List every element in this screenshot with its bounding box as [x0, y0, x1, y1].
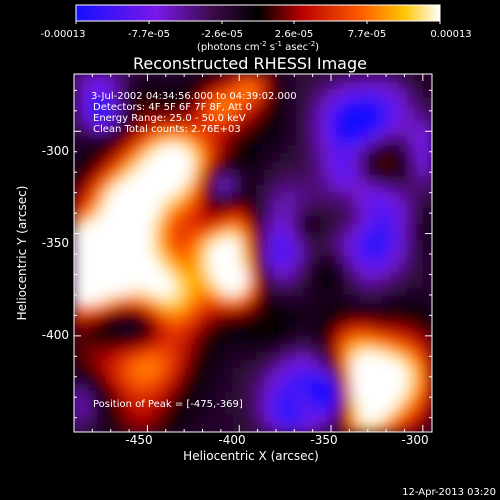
- x-axis-label: Heliocentric X (arcsec): [183, 449, 319, 463]
- x-tick-label: -400: [218, 433, 245, 447]
- annotation-counts: Clean Total counts: 2.76E+03: [93, 124, 241, 135]
- annotation-detectors: Detectors: 4F 5F 6F 7F 8F, Att 0: [93, 102, 252, 113]
- peak-position-label: Position of Peak = [-475,-369]: [93, 399, 243, 410]
- x-tick-label: -450: [125, 433, 152, 447]
- colorbar: [75, 4, 441, 22]
- colorbar-tick-label: 2.6e-05: [275, 29, 313, 40]
- annotation-energy: Energy Range: 25.0 - 50.0 keV: [93, 113, 246, 124]
- annotation-time-range: 3-Jul-2002 04:34:56.000 to 04:39:02.000: [91, 91, 297, 102]
- colorbar-tick-label: 0.00013: [430, 29, 471, 40]
- plot-title: Reconstructed RHESSI Image: [133, 54, 367, 73]
- x-tick-label: -300: [401, 433, 428, 447]
- x-tick-label: -350: [310, 433, 337, 447]
- colorbar-tick-label: -2.6e-05: [201, 29, 243, 40]
- axis-ticks: [74, 74, 432, 432]
- y-tick-label: -350: [42, 236, 69, 250]
- reconstructed-image: [74, 74, 432, 432]
- y-axis-label: Heliocentric Y (arcsec): [15, 186, 29, 321]
- colorbar-tick-label: -7.7e-05: [128, 29, 170, 40]
- colorbar-tick-label: 7.7e-05: [348, 29, 386, 40]
- colorbar-ticks: [75, 21, 441, 24]
- y-tick-label: -300: [42, 144, 69, 158]
- timestamp: 12-Apr-2013 03:20: [402, 487, 496, 498]
- colorbar-tick-label: -0.00013: [41, 29, 86, 40]
- y-tick-label: -400: [42, 328, 69, 342]
- colorbar-units: (photons cm-2 s-1 asec-2): [197, 40, 319, 53]
- plot-frame: [73, 73, 433, 433]
